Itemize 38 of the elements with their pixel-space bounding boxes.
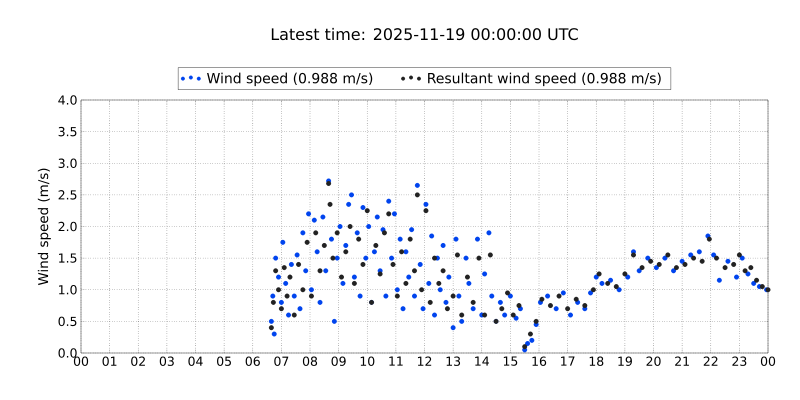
x-tick-label: 02 xyxy=(131,356,145,366)
y-tick-label: 3.5 xyxy=(58,126,76,136)
x-tick-label: 00 xyxy=(760,356,776,366)
x-tick-label: 18 xyxy=(590,356,604,366)
x-tick-label: 17 xyxy=(561,356,574,366)
legend-label: Wind speed (0.988 m/s) xyxy=(207,72,372,86)
x-tick-label: 06 xyxy=(246,356,260,366)
y-tick-label: 2.0 xyxy=(58,222,77,232)
legend-label: Resultant wind speed (0.988 m/s) xyxy=(428,72,661,86)
x-tick-label: 12 xyxy=(418,356,432,366)
x-tick-label: 20 xyxy=(646,356,661,366)
y-tick-label: 4.0 xyxy=(58,95,77,105)
x-tick-label: 07 xyxy=(274,356,288,366)
x-tick-label: 23 xyxy=(732,356,746,366)
x-tick-label: 21 xyxy=(675,356,689,366)
x-tick-label: 16 xyxy=(532,356,546,366)
y-axis-title: Wind speed (m/s) xyxy=(38,168,51,286)
y-tick-label: 1.0 xyxy=(59,285,77,294)
y-tick-label: 1.5 xyxy=(59,254,76,263)
x-tick-label: 08 xyxy=(302,356,318,366)
x-tick-label: 22 xyxy=(704,356,718,366)
x-tick-label: 03 xyxy=(160,356,174,366)
x-tick-label: 19 xyxy=(618,356,632,366)
x-tick-label: 13 xyxy=(446,356,460,366)
x-tick-label: 14 xyxy=(475,356,489,366)
x-tick-label: 11 xyxy=(389,356,403,366)
x-tick-label: 00 xyxy=(74,356,88,366)
x-tick-label: 10 xyxy=(360,356,374,366)
x-tick-label: 09 xyxy=(332,356,346,366)
y-tick-label: 0.0 xyxy=(58,348,77,358)
y-tick-label: 2.5 xyxy=(58,190,76,200)
y-tick-label: 0.5 xyxy=(58,316,76,326)
chart-title: Latest time: 2025-11-19 00:00:00 UTC xyxy=(272,28,578,40)
x-tick-label: 05 xyxy=(217,356,231,366)
x-tick-label: 01 xyxy=(102,356,116,366)
x-tick-label: 15 xyxy=(504,356,518,366)
y-tick-label: 3.0 xyxy=(58,158,77,168)
x-tick-label: 04 xyxy=(188,356,203,366)
